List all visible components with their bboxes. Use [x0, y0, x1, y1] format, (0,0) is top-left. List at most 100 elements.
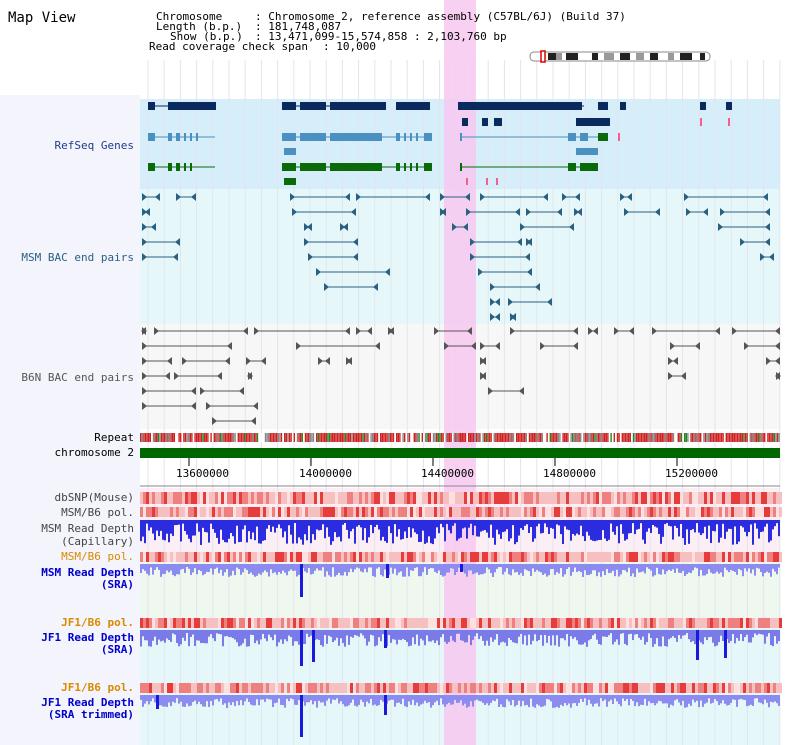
ideogram-band: [556, 53, 562, 60]
pol-cell: [290, 552, 293, 562]
pol-cell: [695, 507, 698, 517]
depth-bar: [176, 695, 178, 699]
depth-bar: [230, 520, 232, 534]
bac-end: [191, 193, 196, 201]
depth-bar: [148, 695, 150, 705]
repeat-mark: [200, 433, 203, 442]
depth-bar: [762, 520, 764, 532]
pol-cell: [461, 552, 464, 562]
pol-cell: [470, 683, 473, 693]
depth-bar: [290, 695, 292, 699]
depth-bar: [668, 520, 670, 526]
pol-cell: [293, 552, 296, 562]
depth-bar: [434, 564, 436, 572]
depth-bar: [558, 630, 560, 647]
pol-cell: [299, 552, 302, 562]
repeat-mark: [738, 433, 740, 442]
depth-bar: [512, 564, 514, 570]
pol-cell: [182, 492, 185, 504]
depth-bar: [502, 520, 504, 533]
depth-bar: [596, 564, 598, 577]
pol-cell: [383, 552, 386, 562]
depth-bar: [542, 520, 544, 533]
depth-bar: [702, 695, 704, 707]
depth-bar: [754, 630, 756, 634]
repeat-mark: [676, 433, 678, 442]
pol-cell: [470, 507, 473, 517]
depth-bar: [196, 520, 198, 524]
pol-cell: [662, 683, 665, 693]
depth-bar: [364, 520, 366, 529]
pol-cell: [668, 507, 671, 517]
repeat-mark: [274, 433, 276, 442]
depth-bar: [360, 630, 362, 634]
depth-bar: [612, 695, 614, 705]
depth-bar: [544, 520, 546, 524]
pol-cell: [527, 507, 530, 517]
depth-bar: [604, 564, 606, 576]
track-label-b6n-bac[interactable]: B6N BAC end pairs: [21, 371, 134, 384]
depth-bar: [208, 695, 210, 707]
depth-bar: [720, 695, 722, 704]
pol-cell: [548, 492, 551, 504]
depth-bar: [324, 564, 326, 577]
pol-cell: [512, 552, 515, 562]
pol-cell: [737, 492, 740, 504]
depth-bar: [612, 564, 614, 571]
repeat-mark: [551, 433, 553, 442]
pol-cell: [380, 683, 383, 693]
pol-cell: [677, 492, 680, 504]
pol-cell: [389, 683, 392, 693]
pol-cell: [230, 492, 233, 504]
repeat-mark: [512, 433, 515, 442]
repeat-mark: [562, 433, 564, 442]
repeat-mark: [212, 433, 214, 442]
depth-bar: [690, 630, 692, 643]
track-label-refseq[interactable]: RefSeq Genes: [54, 139, 134, 152]
depth-bar: [530, 520, 532, 528]
pol-cell: [689, 618, 692, 628]
depth-bar: [580, 630, 582, 645]
pol-cell: [359, 507, 362, 517]
bac-end: [655, 208, 660, 216]
depth-bar: [746, 520, 748, 537]
depth-bar: [498, 695, 500, 708]
bac-end: [151, 223, 156, 231]
pol-cell: [404, 507, 407, 517]
pol-cell: [452, 618, 455, 628]
depth-bar: [478, 564, 480, 575]
pol-cell: [356, 492, 359, 504]
pol-cell: [386, 492, 389, 504]
pol-cell: [281, 618, 284, 628]
depth-bar: [308, 520, 310, 526]
pol-cell: [761, 492, 764, 504]
pol-cell: [194, 492, 197, 504]
pol-cell: [689, 683, 692, 693]
repeat-mark: [560, 433, 563, 442]
pol-cell: [152, 552, 155, 562]
depth-bar: [534, 630, 536, 635]
depth-bar: [156, 520, 158, 531]
repeat-mark: [319, 433, 321, 442]
pol-cell: [296, 507, 299, 517]
depth-bar: [512, 695, 514, 700]
depth-bar: [322, 630, 324, 647]
depth-bar: [626, 520, 628, 540]
depth-bar: [576, 564, 578, 572]
repeat-mark: [229, 433, 231, 442]
pol-cell: [245, 507, 248, 517]
pol-cell: [749, 552, 752, 562]
pol-cell: [545, 507, 548, 517]
depth-bar: [776, 564, 778, 575]
repeat-mark: [223, 433, 225, 442]
repeat-mark: [344, 433, 347, 442]
depth-bar: [154, 520, 156, 541]
depth-bar: [726, 695, 728, 706]
depth-bar: [310, 564, 312, 575]
pol-cell: [179, 507, 182, 517]
repeat-mark: [261, 433, 263, 442]
depth-bar: [236, 630, 238, 643]
track-label-msm-bac[interactable]: MSM BAC end pairs: [21, 251, 134, 264]
repeat-mark: [231, 433, 233, 442]
